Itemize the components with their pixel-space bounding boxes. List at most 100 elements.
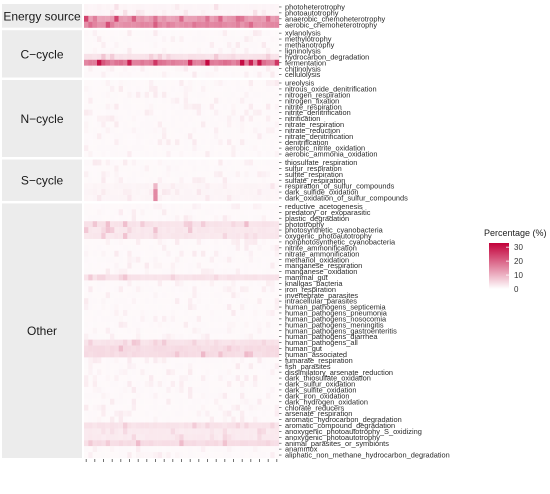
heatmap-cell bbox=[231, 398, 236, 405]
heatmap-cell bbox=[136, 310, 141, 317]
heatmap-cell bbox=[227, 65, 232, 72]
group-label: Other bbox=[27, 324, 57, 338]
heatmap-cell bbox=[123, 53, 128, 60]
heatmap-cell bbox=[209, 304, 215, 311]
heatmap-cell bbox=[196, 80, 202, 87]
heatmap-cell bbox=[257, 165, 262, 172]
row-label: nitrification bbox=[285, 114, 320, 123]
heatmap-cell bbox=[140, 233, 145, 240]
heatmap-cell bbox=[205, 440, 210, 447]
heatmap-cell bbox=[153, 221, 158, 228]
heatmap-cell bbox=[162, 410, 167, 417]
heatmap-cell bbox=[244, 351, 249, 358]
heatmap-cell bbox=[231, 375, 236, 382]
heatmap-cell bbox=[153, 310, 158, 317]
heatmap-cell bbox=[179, 47, 184, 55]
heatmap-cell bbox=[157, 434, 163, 441]
heatmap-cell bbox=[253, 139, 258, 146]
heatmap-cell bbox=[127, 304, 132, 311]
heatmap-cell bbox=[240, 381, 245, 388]
heatmap-cell bbox=[136, 97, 141, 104]
heatmap-cell bbox=[222, 381, 228, 388]
heatmap-cell bbox=[222, 422, 228, 429]
heatmap-cell bbox=[235, 410, 241, 417]
heatmap-cell bbox=[240, 440, 245, 447]
heatmap-cell bbox=[127, 392, 132, 399]
heatmap-cell bbox=[257, 30, 262, 37]
heatmap-cell bbox=[88, 339, 93, 346]
heatmap-cell bbox=[131, 250, 137, 257]
heatmap-cell bbox=[214, 85, 219, 93]
heatmap-cell bbox=[261, 398, 267, 405]
heatmap-cell bbox=[140, 145, 145, 152]
heatmap-cell bbox=[253, 321, 258, 328]
heatmap-cell bbox=[92, 203, 98, 210]
heatmap-cell bbox=[101, 65, 106, 72]
heatmap-cell bbox=[123, 183, 128, 190]
heatmap-cell bbox=[114, 121, 119, 128]
heatmap-cell bbox=[123, 321, 128, 328]
heatmap-cell bbox=[248, 315, 254, 322]
heatmap-cell bbox=[188, 189, 193, 196]
heatmap-cell bbox=[188, 238, 193, 246]
heatmap-cell bbox=[192, 250, 197, 257]
legend-tick-label: 30 bbox=[514, 243, 523, 252]
heatmap-cell bbox=[266, 221, 271, 228]
heatmap-cell bbox=[136, 292, 141, 299]
heatmap-cell bbox=[127, 416, 132, 423]
heatmap-cell bbox=[209, 381, 215, 388]
heatmap-cell bbox=[84, 159, 89, 166]
heatmap-cell bbox=[201, 221, 206, 228]
heatmap-cell bbox=[201, 315, 206, 322]
heatmap-cell bbox=[144, 165, 150, 172]
heatmap-cell bbox=[209, 71, 215, 78]
heatmap-cell bbox=[205, 392, 210, 399]
heatmap-cell bbox=[166, 59, 171, 66]
heatmap-cell bbox=[140, 280, 145, 287]
heatmap-cell bbox=[123, 139, 128, 146]
heatmap-cell bbox=[149, 85, 154, 93]
heatmap-cell bbox=[144, 195, 150, 202]
heatmap-cell bbox=[140, 159, 145, 166]
heatmap-cell bbox=[188, 404, 193, 411]
heatmap-cell bbox=[218, 392, 223, 399]
heatmap-cell bbox=[196, 121, 202, 128]
heatmap-cell bbox=[162, 351, 167, 358]
heatmap-cell bbox=[235, 227, 241, 234]
heatmap-cell bbox=[144, 310, 150, 317]
heatmap-cell bbox=[214, 440, 219, 447]
heatmap-cell bbox=[153, 103, 158, 110]
heatmap-cell bbox=[175, 274, 180, 281]
heatmap-cell bbox=[179, 398, 184, 405]
heatmap-cell bbox=[253, 244, 258, 251]
heatmap-cell bbox=[218, 381, 223, 388]
heatmap-cell bbox=[118, 59, 124, 66]
heatmap-cell bbox=[253, 386, 258, 394]
heatmap-cell bbox=[270, 333, 275, 340]
heatmap-cell bbox=[179, 292, 184, 299]
heatmap-cell bbox=[266, 159, 271, 166]
heatmap-cell bbox=[240, 189, 245, 196]
heatmap-cell bbox=[179, 339, 184, 346]
heatmap-cell bbox=[227, 85, 232, 93]
heatmap-cell bbox=[118, 375, 124, 382]
heatmap-cell bbox=[248, 333, 254, 340]
heatmap-cell bbox=[92, 4, 98, 11]
heatmap-cell bbox=[183, 151, 189, 158]
heatmap-cell bbox=[166, 280, 171, 287]
heatmap-cell bbox=[157, 139, 163, 146]
heatmap-cell bbox=[253, 333, 258, 340]
heatmap-cell bbox=[92, 327, 98, 334]
heatmap-cell bbox=[101, 256, 106, 263]
heatmap-cell bbox=[222, 42, 228, 49]
heatmap-cell bbox=[166, 159, 171, 166]
heatmap-cell bbox=[214, 268, 219, 275]
heatmap-cell bbox=[157, 304, 163, 311]
heatmap-cell bbox=[218, 127, 223, 134]
heatmap-cell bbox=[196, 115, 202, 122]
heatmap-cell bbox=[149, 262, 154, 269]
heatmap-cell bbox=[118, 159, 124, 166]
heatmap-cell bbox=[105, 189, 111, 196]
heatmap-cell bbox=[149, 256, 154, 263]
heatmap-cell bbox=[179, 189, 184, 196]
